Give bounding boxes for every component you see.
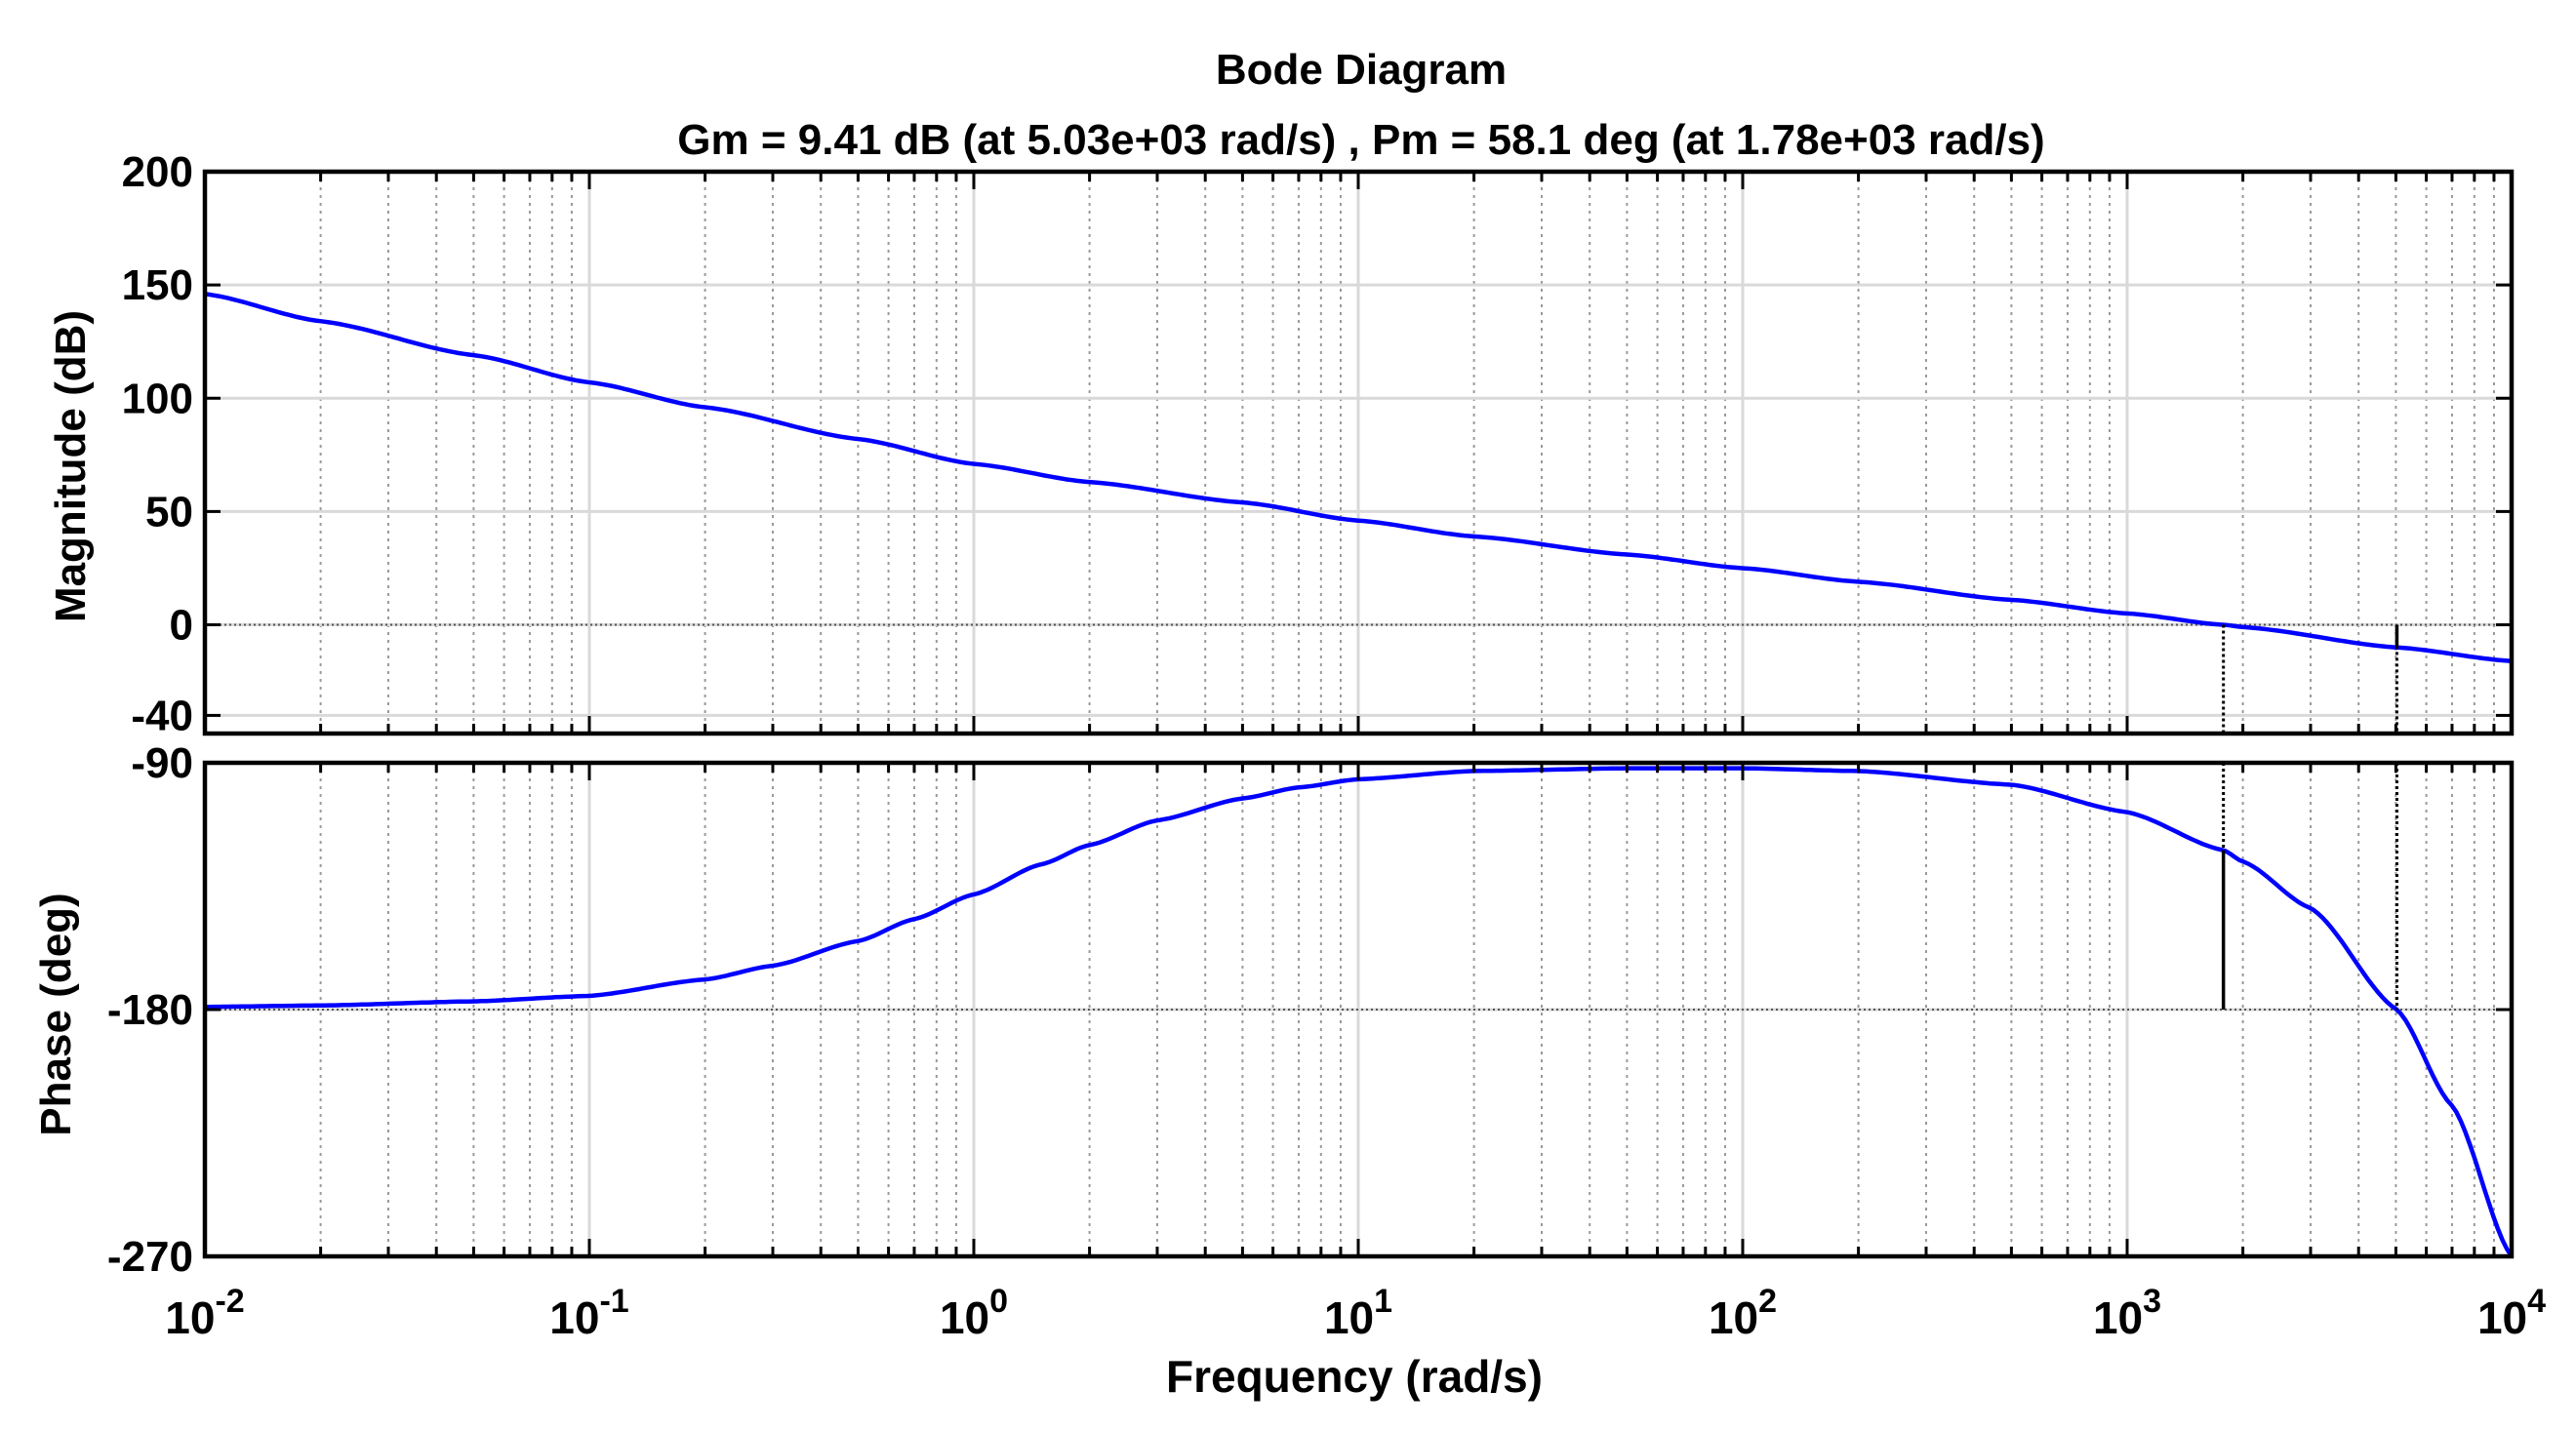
magnitude-y-tick-label: 100 <box>122 375 193 422</box>
magnitude-y-tick-label: 50 <box>145 488 193 536</box>
x-tick-label: 100 <box>940 1283 1008 1343</box>
x-tick-label: 103 <box>2093 1283 2161 1343</box>
magnitude-y-tick-label: -40 <box>131 692 193 739</box>
axes <box>202 169 2515 1259</box>
reference-lines <box>205 623 2512 1011</box>
x-tick-label: 101 <box>1324 1283 1392 1343</box>
magnitude-y-tick-label: 200 <box>122 148 193 196</box>
magnitude-grid <box>205 170 2512 734</box>
chart-subtitle: Gm = 9.41 dB (at 5.03e+03 rad/s) , Pm = … <box>677 116 2044 164</box>
phase-y-axis-label: Phase (deg) <box>32 893 80 1135</box>
magnitude-y-axis-label: Magnitude (dB) <box>47 310 95 622</box>
x-tick-label: 102 <box>1709 1283 1777 1343</box>
x-tick-labels: 10-2 10-1 100 101 102 103 104 <box>165 1283 2546 1343</box>
phase-y-tick-label: -270 <box>107 1233 193 1281</box>
phase-y-tick-labels: -270 -180 -90 <box>107 739 193 1281</box>
magnitude-y-tick-labels: -40 0 50 100 150 200 <box>122 148 193 739</box>
phase-y-tick-label: -90 <box>131 739 193 787</box>
magnitude-curve <box>204 292 2513 663</box>
chart-title: Bode Diagram <box>1216 46 1507 94</box>
x-tick-label: 10-2 <box>165 1283 244 1343</box>
x-tick-label: 104 <box>2477 1283 2546 1343</box>
x-axis-label: Frequency (rad/s) <box>1166 1351 1543 1402</box>
magnitude-y-tick-label: 0 <box>170 602 193 650</box>
margin-markers <box>2221 624 2399 1010</box>
phase-y-tick-label: -180 <box>107 986 193 1034</box>
magnitude-y-tick-label: 150 <box>122 261 193 309</box>
x-tick-label: 10-1 <box>549 1283 628 1343</box>
